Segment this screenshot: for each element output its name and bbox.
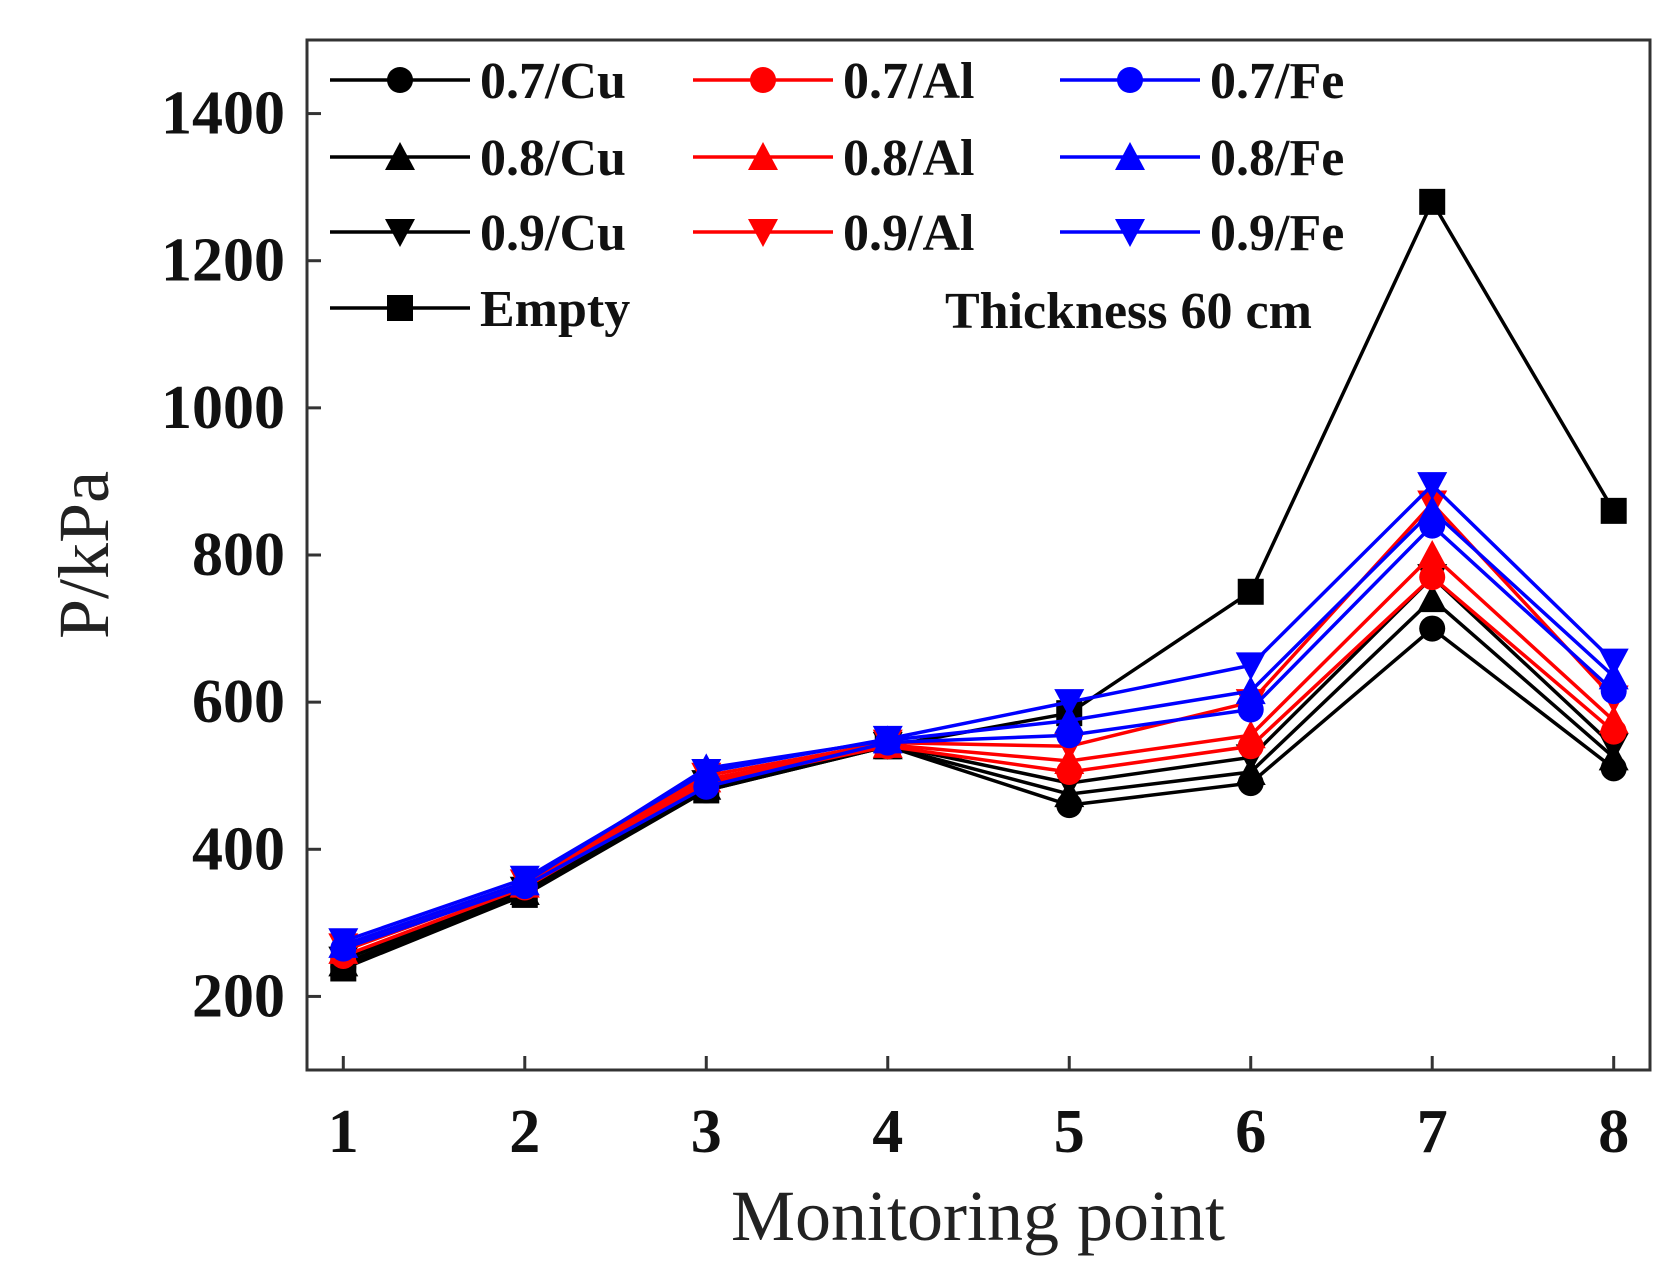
x-tick-label: 1	[328, 1098, 359, 1166]
legend-label: 0.8/Cu	[480, 130, 626, 187]
y-tick-label: 200	[192, 962, 285, 1030]
data-point	[1598, 648, 1629, 677]
legend-item: Empty	[330, 281, 630, 338]
legend: 0.7/Cu 0.8/Cu 0.9/Cu 0.7/Al 0.8/Al 0.9/Al 0.7/…	[330, 53, 1344, 338]
legend-label: 0.7/Cu	[480, 53, 626, 110]
y-tick-label: 400	[192, 815, 285, 883]
series-line	[342, 552, 1615, 953]
series-0-7-cu	[330, 615, 1627, 980]
data-point	[509, 865, 540, 894]
y-axis-title: P/kPa	[44, 471, 124, 639]
x-tick-label: 3	[691, 1098, 722, 1166]
legend-marker	[385, 142, 415, 170]
legend-label: 0.8/Fe	[1210, 130, 1344, 187]
legend-item: 0.8/Cu	[330, 130, 626, 187]
y-tick-label: 1000	[161, 374, 285, 442]
x-tick-label: 4	[872, 1098, 903, 1166]
legend-marker	[387, 67, 413, 93]
legend-item: 0.9/Al	[693, 205, 974, 262]
series-line	[342, 482, 1615, 943]
data-point	[1235, 676, 1266, 705]
y-tick-label: 600	[192, 668, 285, 736]
legend-item: 0.9/Fe	[1060, 205, 1344, 262]
y-tick-label: 1400	[161, 80, 285, 148]
data-point	[1054, 705, 1085, 734]
data-point	[1419, 564, 1446, 591]
legend-marker	[750, 67, 776, 93]
x-tick-label: 6	[1235, 1098, 1266, 1166]
legend-item: 0.9/Cu	[330, 205, 626, 262]
y-tick-label: 800	[192, 521, 285, 589]
axis-ticks: 200 400 600 800 1000 1200 1400 1 2 3 4 5 6 7 8	[161, 80, 1629, 1166]
data-point	[1054, 689, 1085, 718]
data-point	[1237, 578, 1264, 605]
annotation-thickness: Thickness 60 cm	[945, 283, 1312, 340]
legend-marker	[387, 295, 413, 321]
legend-item: 0.7/Al	[693, 53, 974, 110]
x-tick-label: 7	[1417, 1098, 1448, 1166]
legend-item: 0.7/Fe	[1060, 53, 1344, 110]
series-line	[342, 626, 1615, 969]
data-point	[1417, 472, 1448, 501]
data-point	[1235, 652, 1266, 681]
legend-marker	[1115, 142, 1145, 170]
plot-frame	[305, 38, 1652, 1072]
x-tick-label: 8	[1598, 1098, 1629, 1166]
legend-marker	[748, 142, 778, 170]
data-point	[1235, 720, 1266, 749]
series-line	[342, 596, 1615, 965]
series-0-9-fe	[328, 472, 1629, 957]
legend-item: 0.7/Cu	[330, 53, 626, 110]
series-0-8-cu	[328, 584, 1629, 977]
data-point	[872, 725, 903, 754]
data-point	[1417, 540, 1448, 568]
legend-marker	[1117, 67, 1143, 93]
legend-item: 0.8/Al	[693, 130, 974, 187]
x-axis-title: Monitoring point	[731, 1176, 1225, 1256]
legend-label: 0.9/Fe	[1210, 205, 1344, 262]
x-tick-label: 5	[1054, 1098, 1085, 1166]
legend-marker	[1115, 219, 1145, 247]
legend-marker	[748, 219, 778, 247]
data-point	[1419, 615, 1446, 642]
data-point	[328, 928, 359, 957]
legend-label: 0.7/Al	[843, 53, 974, 110]
legend-label: Empty	[480, 281, 630, 338]
legend-label: 0.8/Al	[843, 130, 974, 187]
data-point	[1417, 495, 1448, 524]
legend-item: 0.8/Fe	[1060, 130, 1344, 187]
x-tick-label: 2	[509, 1098, 540, 1166]
data-point	[1598, 705, 1629, 734]
data-point	[1419, 188, 1446, 215]
legend-label: 0.9/Cu	[480, 205, 626, 262]
y-tick-label: 1200	[161, 227, 285, 295]
series-line	[342, 508, 1615, 947]
data-point	[691, 759, 722, 788]
legend-label: 0.7/Fe	[1210, 53, 1344, 110]
legend-label: 0.9/Al	[843, 205, 974, 262]
legend-marker	[385, 219, 415, 247]
series-layer	[328, 188, 1629, 982]
series-line	[342, 523, 1615, 951]
data-point	[1600, 497, 1627, 524]
data-point	[1417, 584, 1448, 613]
